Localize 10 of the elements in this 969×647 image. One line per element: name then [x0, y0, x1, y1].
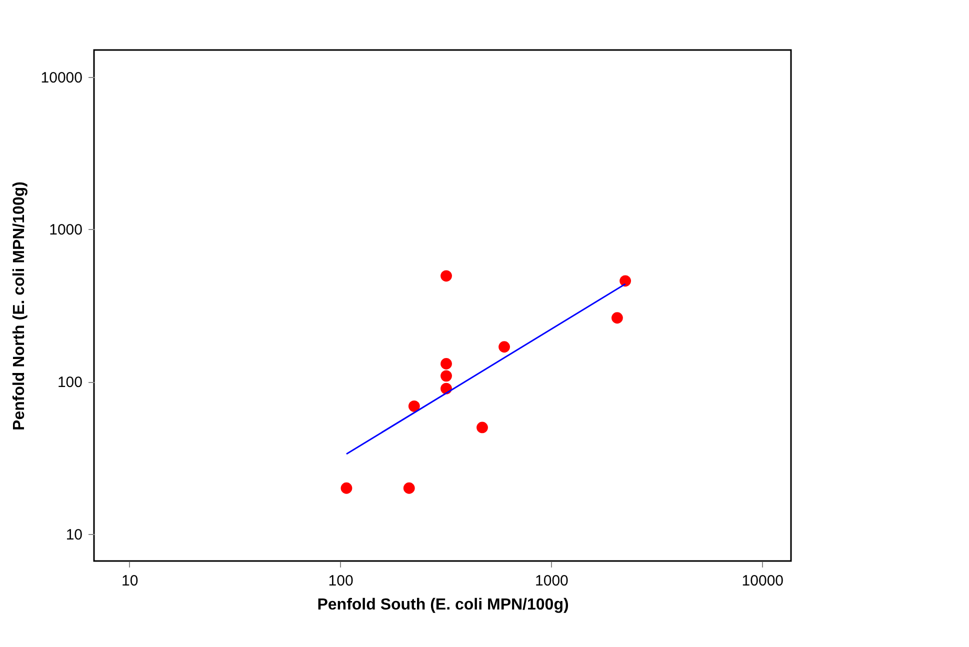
y-tick-label: 10 — [66, 526, 82, 544]
x-tick-label: 100 — [328, 572, 354, 590]
y-tick-label: 100 — [57, 374, 82, 392]
x-tick-label: 1000 — [535, 572, 568, 590]
x-axis-title: Penfold South (E. coli MPN/100g) — [317, 596, 569, 614]
y-tick-label: 1000 — [49, 222, 82, 239]
y-tick-label: 10000 — [40, 69, 82, 86]
y-axis-title: Penfold North (E. coli MPN/100g) — [10, 182, 28, 430]
x-tick-label: 10 — [121, 572, 138, 590]
x-tick-label: 10000 — [742, 572, 784, 590]
